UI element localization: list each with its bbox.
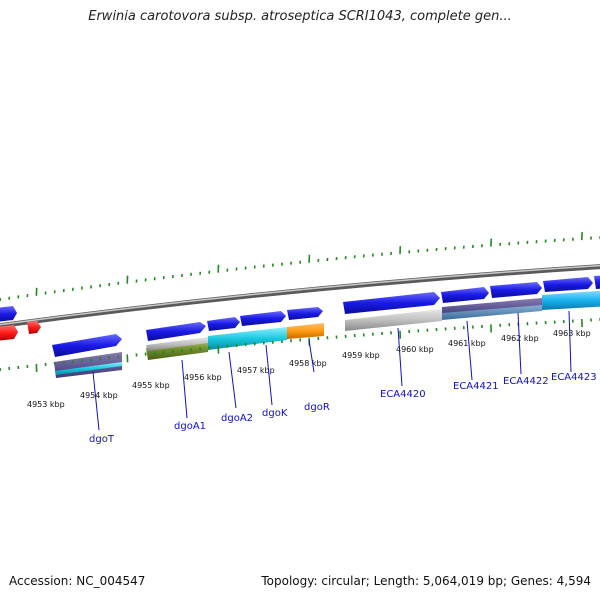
gene-leader-line — [466, 320, 473, 381]
kbp-label: 4963 kbp — [553, 329, 591, 338]
accession-label: Accession: NC_004547 — [9, 574, 146, 588]
gene-leader-line — [228, 351, 237, 409]
kbp-label: 4962 kbp — [501, 334, 539, 343]
feature-bar — [146, 337, 208, 351]
forward-gene[interactable] — [0, 306, 17, 322]
forward-gene-ECA4422[interactable] — [490, 282, 542, 298]
gene-leader-line — [92, 371, 100, 431]
forward-gene-ECA4420[interactable] — [343, 292, 440, 314]
feature-bar — [442, 305, 542, 320]
inner-tick-ring — [0, 318, 600, 372]
kbp-label: 4956 kbp — [184, 373, 222, 382]
feature-bar — [55, 362, 122, 375]
kbp-label: 4958 kbp — [289, 359, 327, 368]
kbp-label: 4960 kbp — [396, 345, 434, 354]
forward-gene[interactable] — [594, 275, 600, 289]
feature-bar — [287, 323, 324, 339]
gene-label-group[interactable]: dgoT dgoA1 dgoA2 dgoK dgoR ECA4420 ECA4421 ECA4… — [89, 310, 597, 445]
feature-bar — [542, 290, 600, 310]
forward-gene-dgoA2[interactable] — [207, 317, 240, 331]
gene-label-dgoK[interactable]: dgoK — [262, 408, 288, 419]
gene-leader-line — [265, 344, 273, 406]
gene-leader-line — [517, 312, 522, 375]
kbp-label: 4954 kbp — [80, 391, 118, 400]
genome-summary: Topology: circular; Length: 5,064,019 bp… — [261, 574, 591, 588]
reverse-gene[interactable] — [27, 321, 41, 334]
gene-leader-line — [568, 310, 572, 373]
gene-label-dgoR[interactable]: dgoR — [304, 402, 330, 413]
gene-leader-line — [308, 339, 315, 373]
forward-gene-dgoA1[interactable] — [146, 322, 206, 341]
gene-label-ECA4423[interactable]: ECA4423 — [551, 372, 597, 383]
gene-leader-line — [397, 327, 403, 387]
feature-bar — [208, 327, 287, 350]
forward-gene-dgoK[interactable] — [240, 311, 286, 326]
genome-backbone-highlight — [0, 264, 600, 326]
feature-bar — [345, 309, 442, 331]
forward-gene-ECA4421[interactable] — [441, 287, 489, 303]
reverse-gene[interactable] — [0, 325, 18, 341]
outer-tick-ring — [0, 232, 600, 302]
gene-leader-line — [181, 359, 188, 419]
forward-gene-dgoT[interactable] — [52, 334, 122, 357]
forward-gene-ECA4423[interactable] — [543, 277, 593, 292]
gene-label-ECA4421[interactable]: ECA4421 — [453, 381, 499, 392]
kbp-label: 4957 kbp — [237, 366, 275, 375]
genome-backbone — [0, 264, 600, 329]
kbp-label: 4955 kbp — [132, 381, 170, 390]
reverse-gene-group[interactable] — [0, 321, 41, 341]
gene-label-dgoT[interactable]: dgoT — [89, 434, 115, 445]
gene-label-ECA4422[interactable]: ECA4422 — [503, 376, 549, 387]
kbp-label: 4953 kbp — [27, 400, 65, 409]
kbp-label: 4961 kbp — [448, 339, 486, 348]
forward-gene-dgoR[interactable] — [287, 307, 323, 320]
forward-gene-row[interactable] — [52, 275, 600, 357]
kbp-label-group: 4953 kbp 4954 kbp 4955 kbp 4956 kbp 4957 kbp… — [27, 329, 591, 409]
gene-label-dgoA1[interactable]: dgoA1 — [174, 421, 206, 432]
gene-label-dgoA2[interactable]: dgoA2 — [221, 413, 253, 424]
gene-label-ECA4420[interactable]: ECA4420 — [380, 389, 426, 400]
feature-bar-row — [54, 290, 600, 378]
kbp-label: 4959 kbp — [342, 351, 380, 360]
map-title: Erwinia carotovora subsp. atroseptica SC… — [88, 9, 512, 24]
